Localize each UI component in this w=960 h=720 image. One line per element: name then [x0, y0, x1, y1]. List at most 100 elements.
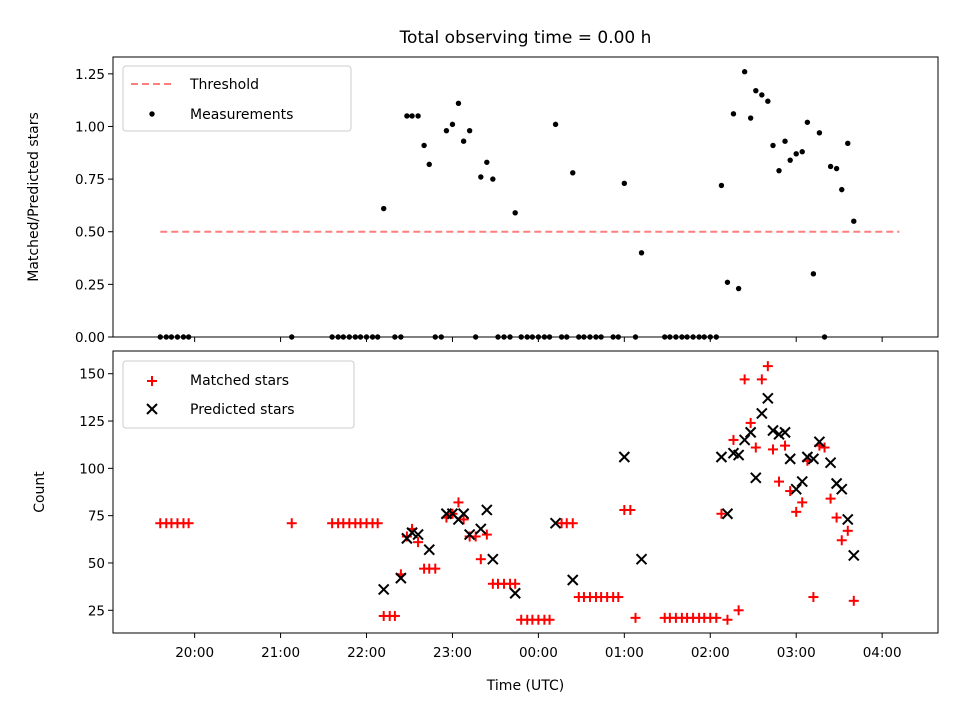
bottom-y-axis-label: Count	[32, 471, 48, 513]
predicted-stars-point	[836, 483, 848, 495]
measurement-point	[512, 210, 518, 216]
y-tick-label: 0.75	[75, 172, 105, 188]
predicted-legend-label: Predicted stars	[190, 402, 295, 418]
matched-stars-point	[481, 529, 492, 540]
matched-stars-point	[510, 578, 521, 589]
x-tick-label: 03:00	[777, 645, 816, 661]
measurement-point	[827, 163, 834, 170]
measurements-legend-label: Measurements	[190, 107, 293, 123]
x-tick-label: 23:00	[433, 645, 472, 661]
matched-stars-point	[825, 493, 836, 504]
bottom-plot-frame	[112, 350, 939, 634]
predicted-stars-point	[509, 587, 521, 599]
matched-stars-point	[756, 374, 767, 385]
top-plot-frame	[112, 56, 939, 338]
measurement-point	[793, 151, 799, 157]
matched-stars-point	[722, 614, 733, 625]
measurement-point	[621, 180, 628, 187]
matched-stars-point	[733, 605, 744, 616]
y-tick-label: 0.50	[75, 225, 105, 241]
threshold-legend-label: Threshold	[189, 77, 259, 93]
matched-stars-point	[711, 612, 722, 623]
measurement-point	[753, 87, 759, 94]
matched-stars-point	[831, 512, 842, 523]
matched-stars-point	[836, 535, 847, 546]
predicted-stars-point	[377, 583, 390, 596]
bottom-legend-box	[122, 360, 355, 429]
measurement-point	[638, 250, 645, 256]
x-tick-label: 21:00	[261, 645, 300, 661]
y-tick-label: 100	[79, 461, 105, 477]
chart-title: Total observing time = 0.00 h	[399, 28, 652, 48]
measurement-point	[770, 142, 776, 149]
measurement-point	[816, 130, 823, 136]
predicted-stars-point	[807, 453, 820, 465]
measurement-point	[810, 271, 817, 277]
measurement-point	[484, 159, 490, 165]
predicted-stars-point	[779, 426, 791, 439]
top-panel: 0.00 0.25 0.50 0.75 1.00 1.25 Matched/Predict…	[26, 56, 939, 346]
matched-stars-point	[453, 497, 464, 508]
measurement-point	[833, 165, 840, 172]
predicted-stars-point	[790, 483, 802, 495]
predicted-stars-point	[762, 392, 774, 405]
matched-stars-point	[286, 518, 297, 529]
matched-legend-label: Matched stars	[190, 373, 289, 389]
matched-stars-point	[183, 518, 194, 529]
matched-stars-point	[762, 361, 773, 372]
predicted-stars-point	[738, 434, 751, 446]
y-tick-label: 1.25	[75, 67, 105, 83]
measurement-point	[466, 127, 473, 134]
matched-stars-point	[630, 612, 641, 623]
y-tick-label: 150	[79, 367, 105, 383]
predicted-stars-point	[481, 504, 493, 516]
y-tick-label: 125	[79, 414, 105, 430]
measurement-point	[421, 142, 427, 149]
predicted-stars-point	[813, 436, 826, 448]
measurement-point	[845, 140, 851, 147]
predicted-stars-point	[848, 549, 860, 562]
predicted-stars-point	[732, 449, 745, 461]
matched-stars-point	[780, 440, 791, 451]
measurement-point	[381, 205, 387, 212]
matched-stars-point	[819, 442, 830, 453]
y-tick-label: 25	[88, 603, 105, 619]
measurement-point	[724, 279, 731, 285]
matched-stars-point	[848, 595, 859, 606]
x-tick-label: 04:00	[863, 645, 902, 661]
predicted-stars-point	[423, 544, 435, 556]
measurement-point	[759, 92, 765, 98]
matched-stars-point	[430, 563, 441, 574]
matched-stars-point	[739, 374, 750, 385]
predicted-stars-point	[567, 574, 579, 586]
x-tick-label: 22:00	[347, 645, 386, 661]
measurement-point	[570, 170, 576, 176]
matched-stars-point	[413, 537, 424, 548]
matched-stars-point	[768, 444, 778, 455]
measurement-point	[404, 113, 410, 119]
matched-stars-point	[544, 614, 555, 625]
x-tick-label: 02:00	[691, 645, 730, 661]
predicted-stars-point	[784, 453, 796, 465]
bottom-panel-content	[155, 361, 860, 625]
measurement-point	[747, 115, 754, 121]
measurement-point	[415, 113, 421, 119]
measurement-point	[478, 174, 484, 180]
measurement-point	[455, 100, 462, 107]
y-tick-label: 0.00	[75, 330, 105, 346]
predicted-stars-point	[395, 572, 407, 584]
y-tick-label: 50	[88, 556, 105, 572]
predicted-stars-point	[796, 475, 808, 488]
measurement-point	[851, 218, 857, 224]
matched-stars-point	[716, 508, 727, 519]
measurement-point	[776, 167, 782, 174]
measurement-point	[741, 69, 748, 75]
top-y-axis-label: Matched/Predicted stars	[26, 112, 42, 282]
top-legend: Threshold Measurements	[122, 65, 352, 132]
x-tick-label: 20:00	[175, 645, 214, 661]
predicted-stars-point	[767, 424, 779, 437]
y-tick-label: 1.00	[75, 119, 105, 135]
predicted-stars-point	[487, 553, 499, 565]
bottom-panel-axes: 25 50 75 100 125 150 20:00 21:00 22:00 23:00 00:00…	[79, 367, 901, 661]
matched-stars-point	[774, 476, 785, 487]
